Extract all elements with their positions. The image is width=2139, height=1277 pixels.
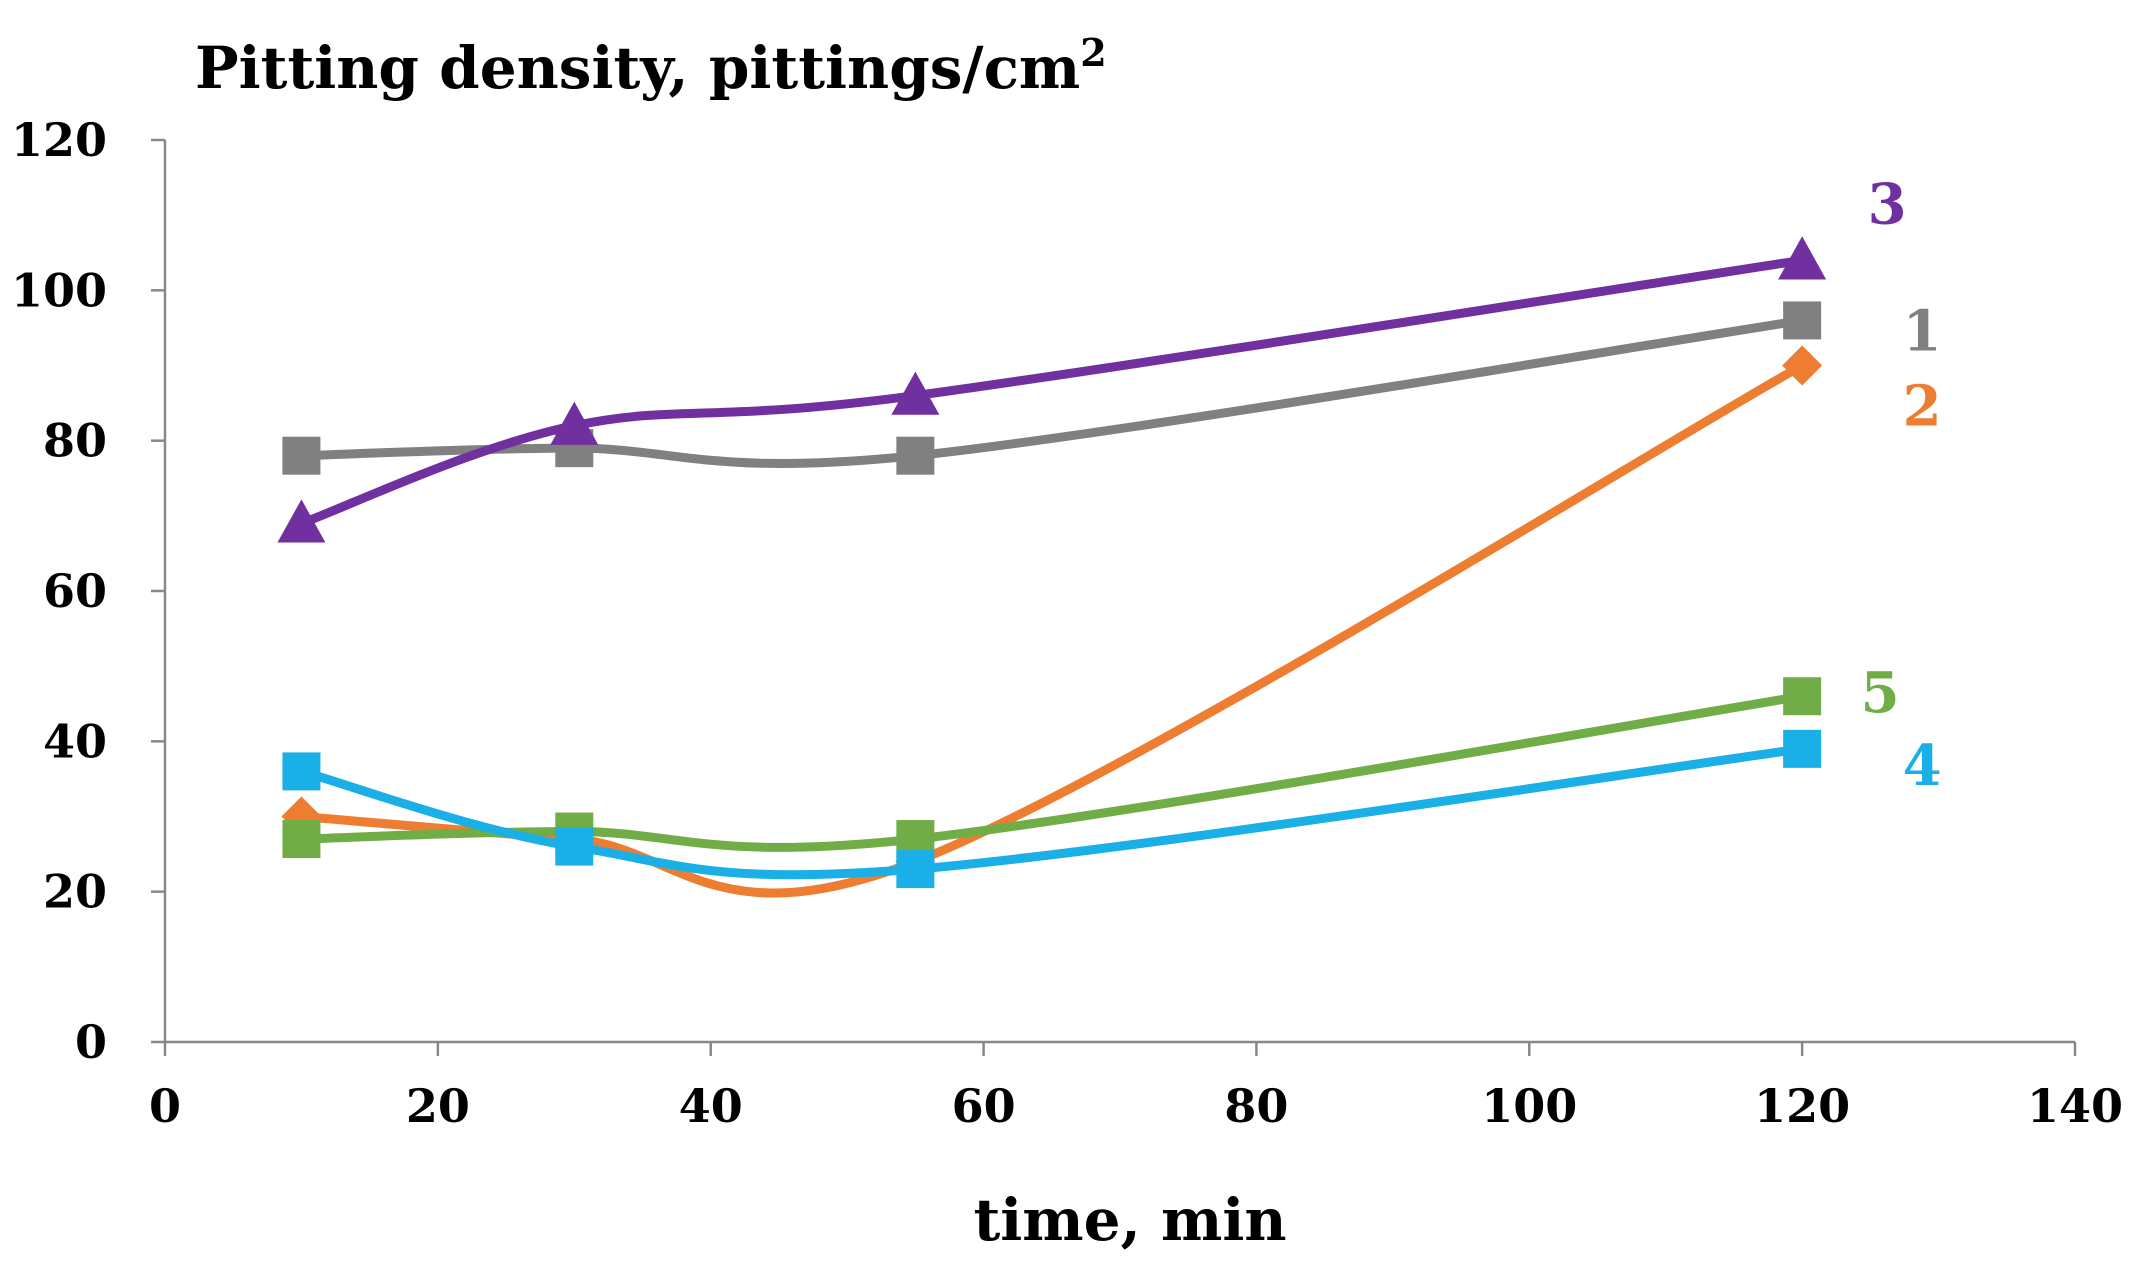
marker-series-5: [1783, 677, 1822, 716]
marker-series-5: [282, 820, 321, 859]
chart-title-superscript: 2: [1080, 30, 1106, 75]
marker-series-4: [555, 827, 594, 866]
marker-series-1: [1783, 301, 1822, 340]
series-label-4: 4: [1903, 733, 1942, 799]
y-tick-label: 100: [11, 263, 107, 317]
axes: 0 20 40 60 80 100 120 140 0 20 40 60 80 100 120: [11, 113, 2123, 1133]
y-tick-label: 40: [43, 714, 107, 768]
y-tick-label: 60: [43, 564, 107, 618]
chart-title-text: Pitting density, pittings/cm: [195, 34, 1080, 102]
series-3: [277, 236, 1827, 543]
series-label-2: 2: [1903, 374, 1942, 440]
series-line-5: [296, 691, 1807, 852]
series-labels: 1 2 3 45: [1861, 171, 1942, 799]
x-tick-label: 80: [1224, 1079, 1288, 1133]
series-line-4: [296, 744, 1807, 880]
marker-series-3: [1778, 236, 1827, 280]
y-tick-label: 0: [75, 1015, 107, 1069]
x-tick-label: 20: [406, 1079, 470, 1133]
series-label-5: 5: [1861, 660, 1900, 726]
x-tick-label: 40: [679, 1079, 743, 1133]
marker-series-3: [277, 499, 326, 543]
marker-series-3: [550, 401, 599, 445]
series-layer: [277, 236, 1827, 898]
marker-series-4: [896, 850, 935, 889]
x-tick-label: 140: [2027, 1079, 2123, 1133]
y-tick-label: 20: [43, 865, 107, 919]
marker-series-4: [1783, 729, 1822, 768]
series-label-3: 3: [1868, 171, 1907, 237]
x-axis-title: time, min: [973, 1186, 1286, 1254]
marker-series-4: [282, 752, 321, 791]
y-tick-label: 80: [43, 414, 107, 468]
series-1: [282, 301, 1822, 475]
marker-series-2: [1782, 345, 1823, 386]
series-2: [281, 345, 1823, 898]
series-line-3: [296, 255, 1807, 528]
series-label-1: 1: [1903, 298, 1942, 364]
x-tick-label: 60: [952, 1079, 1016, 1133]
series-4: [282, 729, 1822, 889]
series-line-1: [296, 315, 1807, 469]
x-tick-label: 100: [1481, 1079, 1577, 1133]
x-tick-label: 0: [149, 1079, 181, 1133]
marker-series-1: [896, 436, 935, 475]
x-tick-label: 120: [1754, 1079, 1850, 1133]
marker-series-3: [891, 371, 940, 415]
marker-series-1: [282, 436, 321, 475]
chart-title: Pitting density, pittings/cm2: [195, 30, 1107, 102]
y-tick-label: 120: [11, 113, 107, 167]
